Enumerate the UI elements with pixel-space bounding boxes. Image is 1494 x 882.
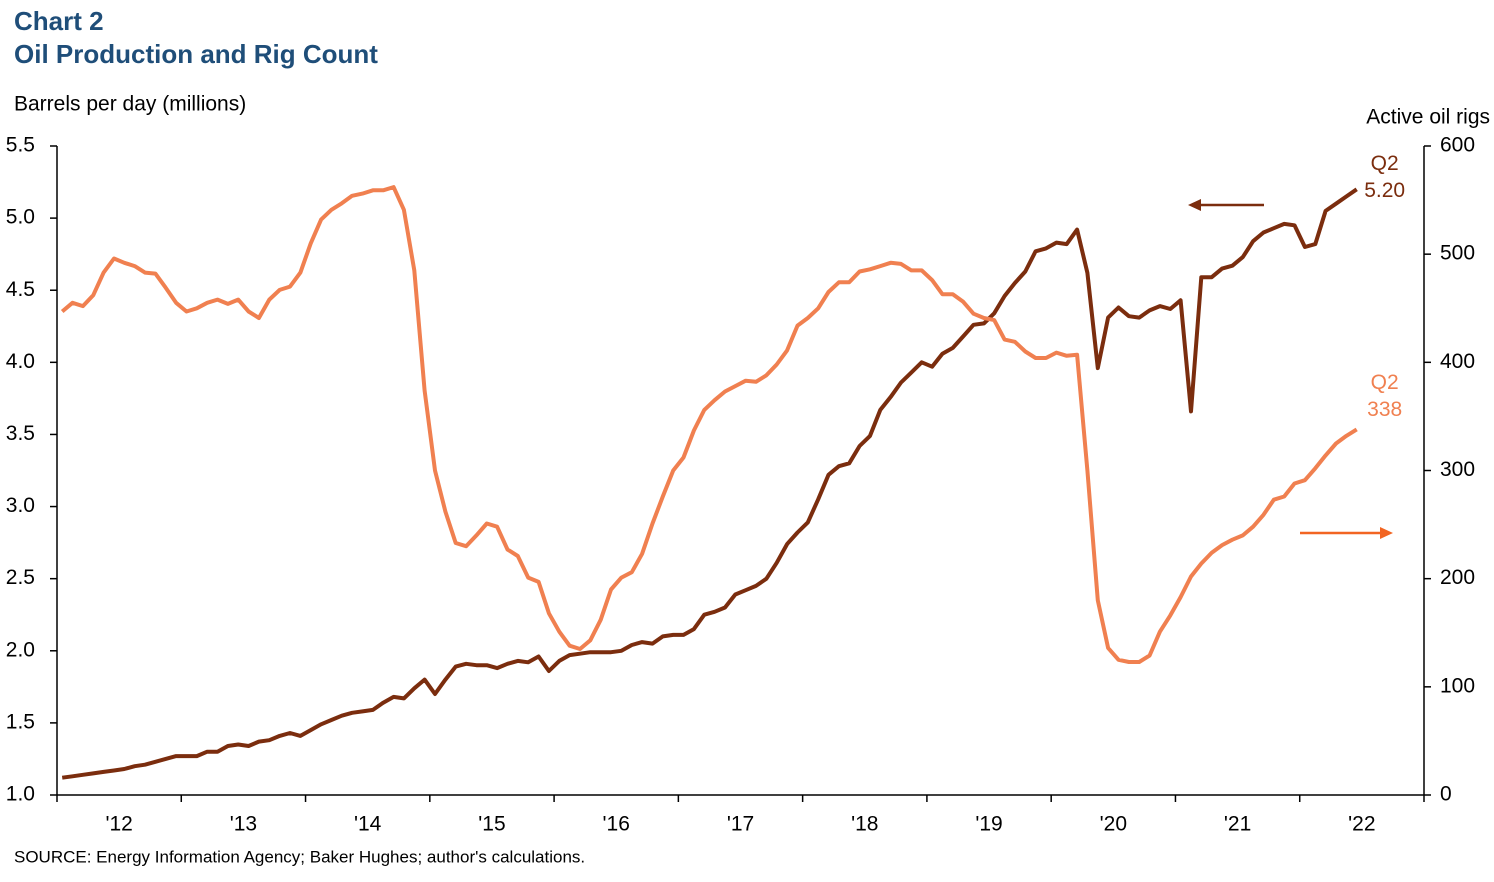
y-tick-label: 1.0 — [6, 783, 35, 806]
chart-title: Chart 2 — [14, 6, 104, 36]
chart-subtitle: Oil Production and Rig Count — [14, 39, 378, 69]
x-tick-label: '21 — [1224, 813, 1251, 836]
x-tick-label: '13 — [230, 813, 257, 836]
y-tick-label: 5.0 — [6, 206, 35, 229]
y2-tick-label: 600 — [1440, 134, 1475, 157]
x-tick-label: '12 — [105, 813, 132, 836]
end-annotation: 5.20 — [1364, 179, 1405, 202]
y2-tick-label: 0 — [1440, 783, 1452, 806]
y-tick-label: 4.5 — [6, 278, 35, 301]
x-tick-label: '16 — [603, 813, 630, 836]
x-tick-label: '22 — [1348, 813, 1375, 836]
x-tick-label: '19 — [975, 813, 1002, 836]
left-arrow — [1188, 199, 1264, 211]
y-tick-label: 4.0 — [6, 350, 35, 373]
x-tick-label: '18 — [851, 813, 878, 836]
y-tick-label: 2.0 — [6, 638, 35, 661]
y2-tick-label: 300 — [1440, 458, 1475, 481]
y2-tick-label: 200 — [1440, 566, 1475, 589]
y-tick-label: 3.5 — [6, 422, 35, 445]
end-annotation: 338 — [1367, 398, 1402, 421]
y-tick-label: 3.0 — [6, 494, 35, 517]
series-line — [60, 185, 1358, 664]
x-tick-label: '15 — [478, 813, 505, 836]
y-tick-label: 2.5 — [6, 566, 35, 589]
right-arrow — [1300, 527, 1393, 539]
series-line — [61, 187, 1358, 780]
y2-tick-label: 400 — [1440, 350, 1475, 373]
x-tick-label: '20 — [1100, 813, 1127, 836]
y-tick-label: 1.5 — [6, 710, 35, 733]
x-tick-label: '17 — [727, 813, 754, 836]
y-axis-title: Barrels per day (millions) — [14, 93, 246, 116]
y-tick-label: 5.5 — [6, 134, 35, 157]
y2-tick-label: 500 — [1440, 242, 1475, 265]
y2-tick-label: 100 — [1440, 674, 1475, 697]
source-note: SOURCE: Energy Information Agency; Baker… — [14, 847, 585, 866]
end-annotation: Q2 — [1371, 371, 1399, 394]
end-annotation: Q2 — [1371, 152, 1399, 175]
x-tick-label: '14 — [354, 813, 382, 836]
y2-axis-title: Active oil rigs — [1366, 106, 1490, 129]
